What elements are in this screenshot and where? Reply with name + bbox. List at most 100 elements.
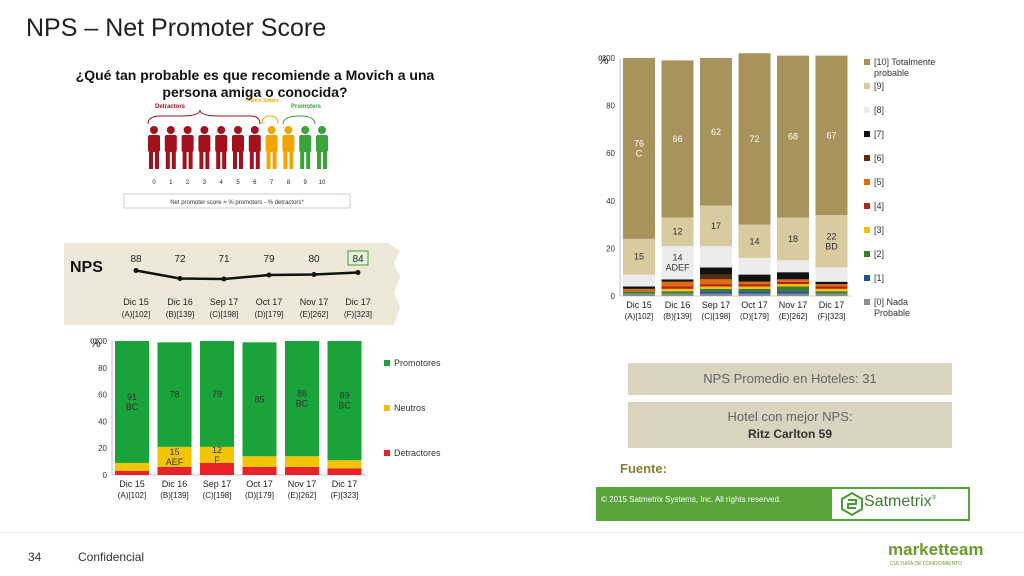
- bar-value-label: 79: [212, 389, 222, 399]
- bar-segment: [285, 341, 319, 457]
- person-leg: [255, 151, 260, 169]
- scale-number: 4: [220, 180, 224, 186]
- chart-legend: Promotores Neutros Detractores: [384, 358, 441, 458]
- formula-box: [123, 193, 351, 209]
- band-background: [64, 243, 400, 325]
- scale-number: 8: [287, 180, 291, 186]
- promoters-label: Promoters: [291, 104, 322, 110]
- x-tick-sublabel: (E)[262]: [288, 491, 316, 500]
- x-tick-label: Dic 16: [162, 479, 188, 489]
- bar-value-label: 86: [297, 389, 307, 399]
- bar-segment: [700, 205, 732, 247]
- x-tick-label: Nov 17: [288, 479, 317, 489]
- legend-label: [7]: [874, 129, 884, 139]
- x-tick-sublabel: (F)[323]: [817, 312, 845, 321]
- scale-number: 0: [152, 180, 156, 186]
- person-head: [200, 126, 209, 134]
- legend-swatch: [864, 83, 870, 89]
- person-icon: [248, 126, 261, 169]
- x-tick-sublabel: (F)[323]: [330, 491, 358, 500]
- person-leg: [266, 151, 271, 169]
- legend-swatch: [864, 155, 870, 161]
- person-body: [148, 135, 160, 152]
- x-tick-sublabel: (E)[262]: [779, 312, 807, 321]
- person-leg: [300, 151, 305, 169]
- bar-segment: [738, 284, 771, 287]
- person-icon: [215, 126, 228, 169]
- fence-sitters-label: Fence Sitters: [247, 98, 279, 104]
- nps-line-band: [64, 243, 400, 325]
- bar-segment: [700, 284, 732, 287]
- x-tick-label: Dic 15: [119, 479, 145, 489]
- bar-segment: [661, 217, 694, 247]
- nps-tick-label: Dic 17: [345, 297, 371, 307]
- bar-value-label: F: [214, 455, 220, 465]
- bar-value-label: BC: [338, 401, 351, 411]
- bar-value-label: AEF: [166, 457, 184, 467]
- legend-label-cont: Probable: [874, 308, 910, 318]
- x-tick-label: Sep 17: [203, 479, 232, 489]
- nps-value-label: 72: [174, 254, 186, 265]
- scale-numbers: 0 1 2 3 4 5 6 7 8 9 10: [152, 180, 326, 186]
- nps-tick-label: Dic 15: [123, 297, 149, 307]
- legend-swatch: [384, 450, 390, 456]
- bar-segment: [777, 291, 809, 294]
- legend-label: Neutros: [394, 403, 426, 413]
- scale-number: 9: [304, 180, 308, 186]
- bar-value-label: 89: [339, 391, 349, 401]
- person-leg: [199, 151, 204, 169]
- bar-value-label: 68: [788, 132, 798, 142]
- y-tick-label: 80: [606, 102, 615, 111]
- x-tick-label: Dic 16: [665, 300, 691, 310]
- nps-value-label: 88: [130, 254, 142, 265]
- marketteam-tagline: CULTURA DE CONOCIMIENTO: [890, 561, 963, 567]
- satmetrix-name: Satmetrix®: [864, 493, 936, 511]
- person-body: [198, 135, 211, 152]
- satmetrix-name-text: Satmetrix: [864, 493, 932, 510]
- legend-label: [9]: [874, 81, 884, 91]
- person-leg: [289, 151, 294, 169]
- nps-point: [311, 272, 317, 277]
- bar-value-label: 15: [169, 447, 179, 457]
- nps-tick-label: Nov 17: [300, 297, 329, 307]
- nps-point: [266, 272, 272, 278]
- confidential-label: Confidencial: [78, 550, 145, 564]
- detractors-brace: [147, 109, 261, 125]
- y-tick-label: 20: [606, 244, 615, 253]
- nps-point: [355, 270, 361, 275]
- y-tick-label: 20: [98, 444, 107, 453]
- person-leg: [317, 151, 321, 169]
- nps-tick-sublabel: (D)[179]: [255, 310, 284, 319]
- nps-point: [133, 268, 139, 273]
- legend-label: [3]: [874, 225, 884, 235]
- y-tick-label: 40: [98, 417, 107, 426]
- bar-segment: [700, 286, 732, 289]
- person-head: [250, 126, 259, 134]
- nps-label: NPS: [70, 259, 103, 276]
- legend-swatch: [864, 275, 870, 281]
- bar-value-label: 22: [826, 231, 836, 241]
- bar-segment: [777, 286, 809, 292]
- bar-segment: [623, 288, 655, 292]
- x-tick-label: Sep 17: [702, 300, 731, 310]
- bar-segment: [327, 341, 362, 461]
- promoters-brace: [282, 115, 316, 125]
- bar-segment: [700, 279, 732, 285]
- nps-tick-label: Dic 16: [167, 297, 193, 307]
- survey-question: ¿Qué tan probable es que recomiende a Mo…: [75, 67, 435, 100]
- bar-segment: [700, 288, 732, 292]
- bar-value-label: 12: [672, 227, 682, 237]
- person-leg: [283, 151, 288, 169]
- bar-value-label: ADEF: [665, 263, 690, 273]
- person-leg: [249, 151, 254, 169]
- person-leg: [165, 151, 170, 169]
- bar-segment: [242, 342, 277, 457]
- legend-label: Detractores: [394, 448, 441, 458]
- nps-tick-label: Oct 17: [256, 297, 283, 307]
- legend-label: [8]: [874, 105, 884, 115]
- nps-value-label: 79: [263, 254, 275, 265]
- nps-point: [221, 276, 227, 282]
- bar-segment: [661, 60, 694, 218]
- y-tick-label: 0: [611, 292, 616, 301]
- best-hotel-box: Hotel con mejor NPS: Ritz Carlton 59: [628, 402, 952, 448]
